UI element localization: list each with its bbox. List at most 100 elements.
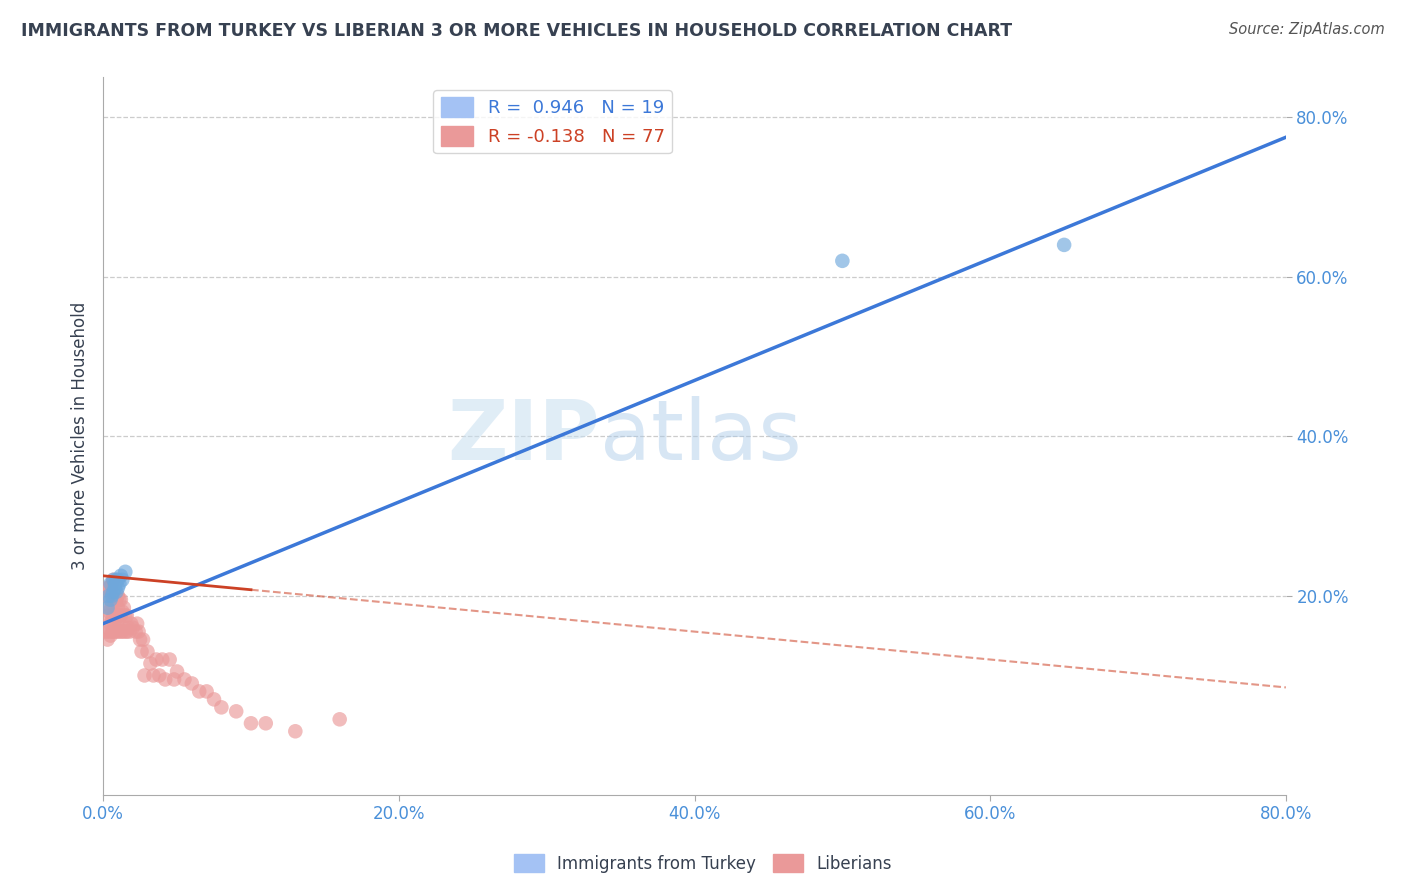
Point [163, 673, 186, 687]
Point [101, 624, 124, 639]
Text: atlas: atlas [600, 396, 801, 476]
Point [107, 600, 129, 615]
Point [114, 624, 136, 639]
Point [329, 712, 352, 726]
Point [110, 569, 132, 583]
Point [136, 644, 159, 658]
Point [120, 616, 142, 631]
Point [110, 624, 132, 639]
Point [104, 576, 127, 591]
Y-axis label: 3 or more Vehicles in Household: 3 or more Vehicles in Household [72, 302, 89, 570]
Point [105, 584, 128, 599]
Point [108, 592, 131, 607]
Point [107, 581, 129, 595]
Point [112, 600, 135, 615]
Point [150, 652, 173, 666]
Point [101, 589, 124, 603]
Point [104, 607, 127, 621]
Point [97, 608, 120, 623]
Point [111, 605, 134, 619]
Point [121, 621, 143, 635]
Point [108, 576, 131, 591]
Point [240, 716, 263, 731]
Point [97, 632, 120, 647]
Legend: Immigrants from Turkey, Liberians: Immigrants from Turkey, Liberians [508, 847, 898, 880]
Point [180, 676, 202, 690]
Point [105, 624, 128, 639]
Point [105, 592, 128, 607]
Point [254, 716, 277, 731]
Point [202, 692, 225, 706]
Point [127, 616, 149, 631]
Point [115, 608, 138, 623]
Point [108, 622, 131, 636]
Point [105, 573, 128, 587]
Point [100, 616, 122, 631]
Point [104, 592, 127, 607]
Point [128, 624, 150, 639]
Point [284, 724, 307, 739]
Point [117, 621, 139, 635]
Point [148, 668, 170, 682]
Point [97, 600, 120, 615]
Text: Source: ZipAtlas.com: Source: ZipAtlas.com [1229, 22, 1385, 37]
Point [107, 613, 129, 627]
Point [209, 700, 232, 714]
Point [103, 584, 125, 599]
Point [1053, 238, 1076, 252]
Point [831, 253, 853, 268]
Point [188, 684, 211, 698]
Point [145, 652, 167, 666]
Point [173, 673, 195, 687]
Point [131, 644, 153, 658]
Point [100, 584, 122, 599]
Point [103, 624, 125, 639]
Point [105, 608, 128, 623]
Point [103, 608, 125, 623]
Point [100, 576, 122, 591]
Point [115, 624, 138, 639]
Point [104, 581, 127, 595]
Point [94, 589, 117, 603]
Point [124, 624, 146, 639]
Point [104, 576, 127, 591]
Point [166, 665, 188, 679]
Point [111, 624, 134, 639]
Point [195, 684, 218, 698]
Point [110, 608, 132, 623]
Point [101, 613, 124, 627]
Point [100, 600, 122, 615]
Point [111, 573, 134, 587]
Point [159, 652, 181, 666]
Point [108, 608, 131, 623]
Point [118, 624, 141, 639]
Point [97, 581, 120, 595]
Point [134, 668, 156, 682]
Point [107, 573, 129, 587]
Point [98, 581, 121, 595]
Point [142, 668, 165, 682]
Point [114, 565, 136, 579]
Point [100, 629, 122, 643]
Point [94, 624, 117, 639]
Point [104, 621, 127, 635]
Point [107, 589, 129, 603]
Point [155, 673, 177, 687]
Point [100, 592, 122, 607]
Point [139, 657, 162, 671]
Point [103, 592, 125, 607]
Point [114, 608, 136, 623]
Point [103, 573, 125, 587]
Point [112, 621, 135, 635]
Point [110, 592, 132, 607]
Point [225, 704, 247, 718]
Point [107, 624, 129, 639]
Point [132, 632, 155, 647]
Point [101, 597, 124, 611]
Point [129, 632, 152, 647]
Point [98, 624, 121, 639]
Legend: R =  0.946   N = 19, R = -0.138   N = 77: R = 0.946 N = 19, R = -0.138 N = 77 [433, 90, 672, 153]
Point [98, 589, 121, 603]
Point [103, 573, 125, 587]
Point [98, 605, 121, 619]
